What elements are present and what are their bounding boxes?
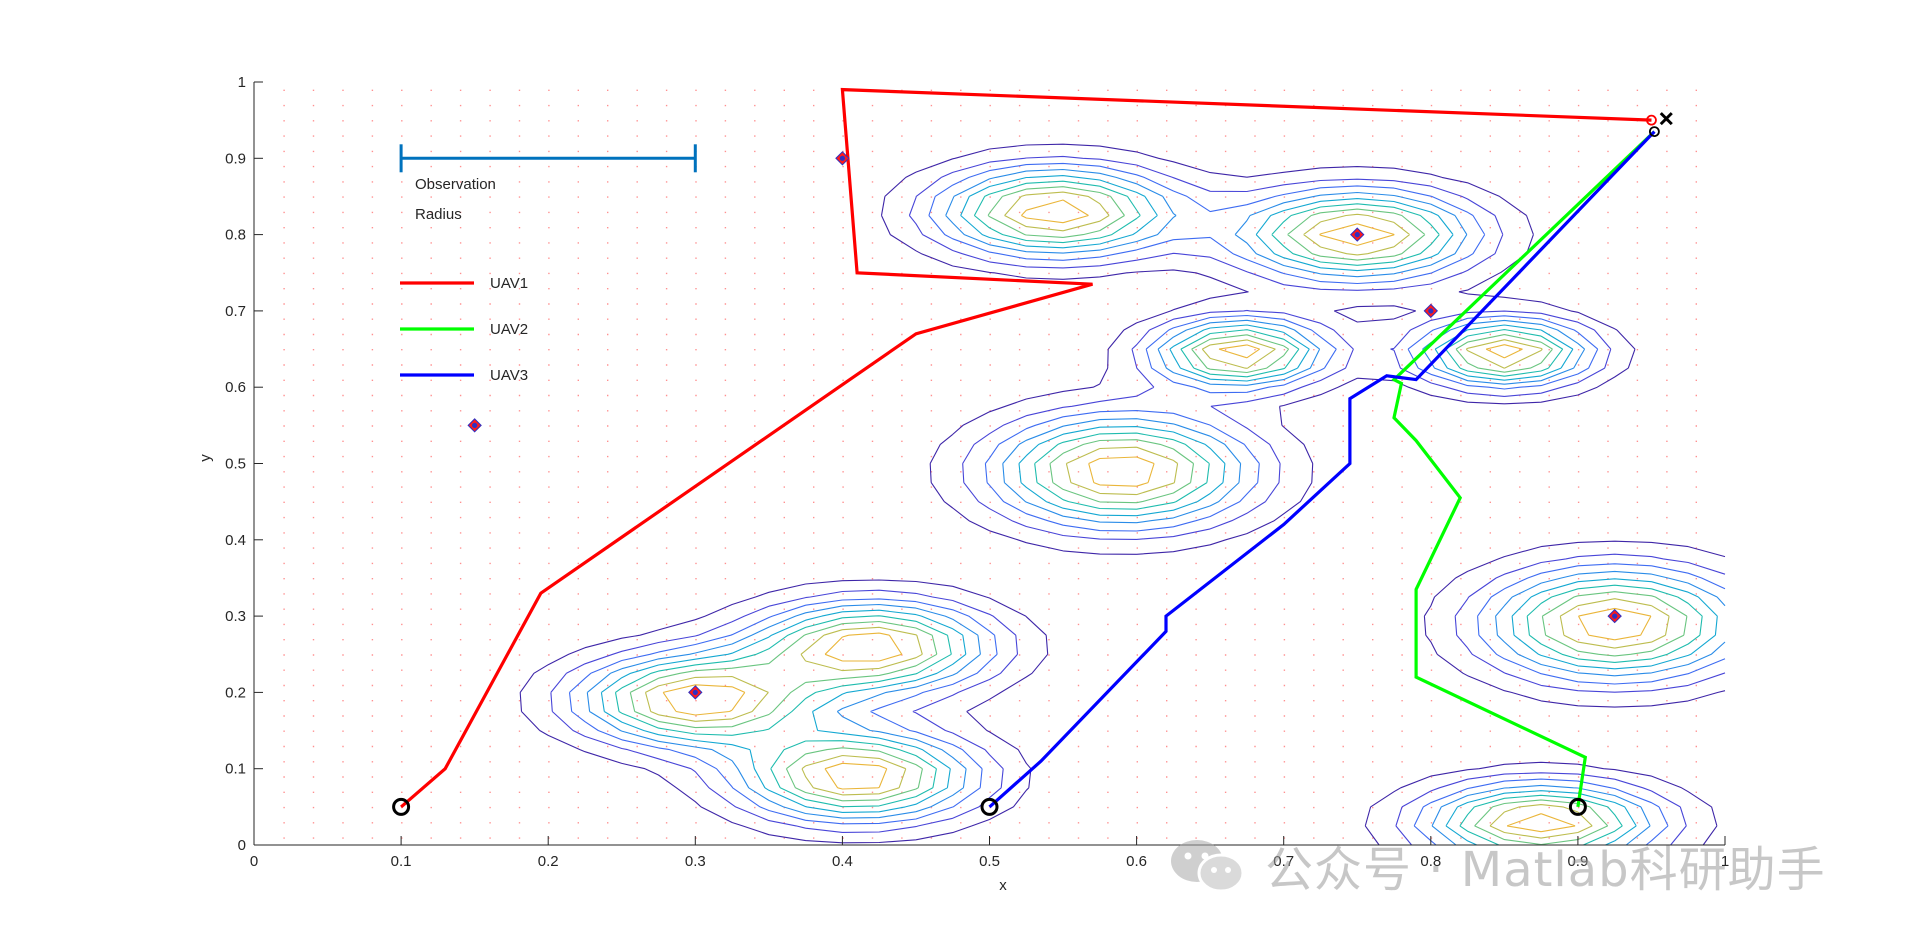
contour-level-8 [644,191,1670,839]
x-tick-label: 0.5 [979,853,1000,870]
sample-dot-grid [283,89,1697,839]
markers [392,112,1673,816]
y-axis-label: y [197,454,214,462]
watermark: 公众号 · Matlab科研助手 [1165,835,1826,898]
end-point-2 [1648,126,1660,137]
observation-radius-label-line1: Observation [415,176,496,193]
observation-radius-label-line2: Radius [415,206,462,223]
end-point-1 [1646,114,1657,126]
x-tick-label: 0.4 [832,853,853,870]
start-point-2 [980,797,999,816]
x-tick-label: 0.3 [685,853,706,870]
target-marker-center-5 [1428,308,1434,314]
axes: 0 0.1 0.2 0.3 0.4 0.5 0.6 0.7 0.8 0.9 1 0 0.1 0.2 0.3 0… [225,74,1729,870]
target-marker-center-2 [839,155,846,161]
y-tick-label: 1 [238,74,246,91]
x-tick-label: 0.8 [1420,853,1441,870]
wechat-icon [1171,840,1245,893]
x-axis-label: x [999,877,1007,894]
x-tick-label: 0.1 [391,853,412,870]
legend-label-uav1: UAV1 [490,275,528,292]
x-tick-label: 0 [250,853,258,870]
y-tick-label: 0 [238,837,246,854]
y-tick-label: 0.5 [225,456,246,473]
y-tick-label: 0.7 [225,303,246,320]
start-point-3 [1568,797,1587,816]
path-uav1 [400,87,1652,809]
contour-level-4 [586,168,1726,846]
watermark-text: 公众号 · Matlab科研助手 [1265,842,1826,898]
y-tick-label: 0.8 [225,227,246,244]
path-uav3 [988,130,1656,809]
contour-level-5 [600,175,1718,846]
contour-level-3 [568,162,1726,846]
start-point-1 [392,797,411,816]
x-tick-label: 0.7 [1273,853,1294,870]
x-tick-label: 1 [1721,853,1729,870]
target-marker-center-6 [1612,613,1618,619]
target-marker-center-3 [692,689,698,696]
legend-label-uav3: UAV3 [490,367,528,384]
contour-level-6 [614,180,1703,846]
y-tick-label: 0.3 [225,608,246,625]
contour-map [519,143,1726,846]
y-tick-label: 0.6 [225,379,246,396]
y-tick-label: 0.2 [225,684,246,701]
y-tick-label: 0.1 [225,761,246,778]
contour-level-9 [662,199,1652,833]
x-tick-label: 0.6 [1126,853,1147,870]
contour-level-7 [629,186,1688,846]
x-tick-label: 0.2 [538,853,559,870]
y-tick-label: 0.9 [225,150,246,167]
goal-cross-marker [1659,112,1673,126]
sample-dots [283,89,1697,839]
uav-paths [400,87,1656,809]
path-uav2 [1391,130,1656,808]
legend: UAV1 UAV2 UAV3 [399,144,697,384]
legend-label-uav2: UAV2 [490,321,528,338]
y-tick-label: 0.4 [225,532,246,549]
target-marker-center-1 [472,422,478,428]
x-tick-label: 0.9 [1567,853,1588,870]
target-marker-center-4 [1354,232,1360,238]
contour-level-1 [519,143,1726,846]
contour-level-2 [550,155,1726,846]
